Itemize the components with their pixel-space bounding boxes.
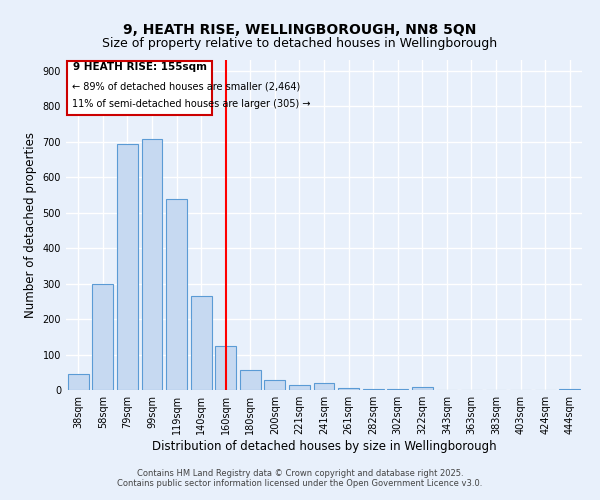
- Bar: [362, 389, 383, 390]
- Text: Size of property relative to detached houses in Wellingborough: Size of property relative to detached ho…: [103, 38, 497, 51]
- Bar: [289, 384, 310, 390]
- Y-axis label: Number of detached properties: Number of detached properties: [24, 132, 37, 318]
- Bar: [166, 200, 187, 390]
- Bar: [191, 296, 212, 390]
- X-axis label: Distribution of detached houses by size in Wellingborough: Distribution of detached houses by size …: [152, 440, 496, 453]
- Bar: [314, 383, 334, 390]
- Text: Contains HM Land Registry data © Crown copyright and database right 2025.: Contains HM Land Registry data © Crown c…: [137, 468, 463, 477]
- Text: ← 89% of detached houses are smaller (2,464): ← 89% of detached houses are smaller (2,…: [73, 82, 301, 92]
- Bar: [240, 370, 261, 390]
- Text: 9 HEATH RISE: 155sqm: 9 HEATH RISE: 155sqm: [73, 62, 207, 72]
- Bar: [142, 140, 163, 390]
- Text: 11% of semi-detached houses are larger (305) →: 11% of semi-detached houses are larger (…: [73, 100, 311, 110]
- Bar: [215, 346, 236, 390]
- Text: Contains public sector information licensed under the Open Government Licence v3: Contains public sector information licen…: [118, 478, 482, 488]
- Bar: [68, 374, 89, 390]
- Bar: [117, 144, 138, 390]
- Bar: [265, 380, 286, 390]
- Text: 9, HEATH RISE, WELLINGBOROUGH, NN8 5QN: 9, HEATH RISE, WELLINGBOROUGH, NN8 5QN: [124, 22, 476, 36]
- Bar: [338, 388, 359, 390]
- Bar: [412, 387, 433, 390]
- FancyBboxPatch shape: [67, 60, 212, 115]
- Bar: [92, 284, 113, 390]
